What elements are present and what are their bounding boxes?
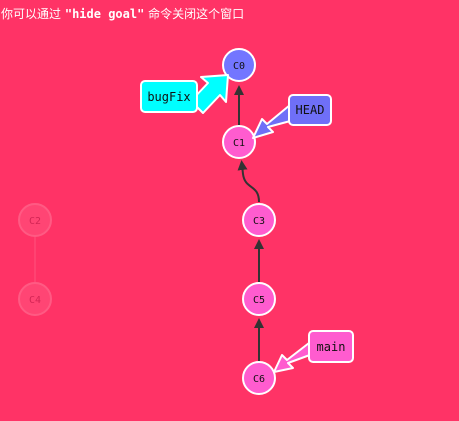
commit-c1-node[interactable] [222,125,256,159]
hint-command: "hide goal" [64,7,145,21]
branch-main-tag[interactable]: main [273,330,354,373]
commit-c3-node[interactable] [242,203,276,237]
hint-suffix: 命令关闭这个窗口 [148,7,245,21]
main-arrow-icon [273,342,319,373]
commit-c4-label: C4 [29,295,41,306]
bugfix-label-box [140,80,198,113]
head-ref-tag[interactable]: HEAD [252,94,332,139]
commit-c5-node[interactable] [242,282,276,316]
hint-prefix: 你可以通过 [1,7,62,21]
commit-c1-label: C1 [233,138,245,149]
commit-nodes: C0 C1 C3 C5 C6 [222,48,276,395]
commit-c2-label: C2 [29,216,41,227]
goal-hint-text: 你可以通过 "hide goal" 命令关闭这个窗口 [1,6,244,22]
head-label: HEAD [296,103,325,117]
commit-c4-node[interactable] [18,282,52,316]
commit-c6-label: C6 [253,374,265,385]
ghost-commit-group: C2 C4 [18,203,52,316]
bugfix-label: bugFix [147,90,190,104]
commit-edges [234,85,264,362]
commit-c6-node[interactable] [242,361,276,395]
commit-c2-node[interactable] [18,203,52,237]
main-label: main [317,340,346,354]
main-label-box [308,330,354,363]
commit-c0-label: C0 [233,61,245,72]
edge-c3-c1 [237,160,260,203]
bugfix-arrow-icon [190,74,229,114]
branch-bugfix-tag[interactable]: bugFix [140,74,229,114]
commit-c5-label: C5 [253,295,265,306]
head-label-box [288,94,332,126]
commit-c3-label: C3 [253,216,265,227]
commit-c0-node[interactable] [222,48,256,82]
